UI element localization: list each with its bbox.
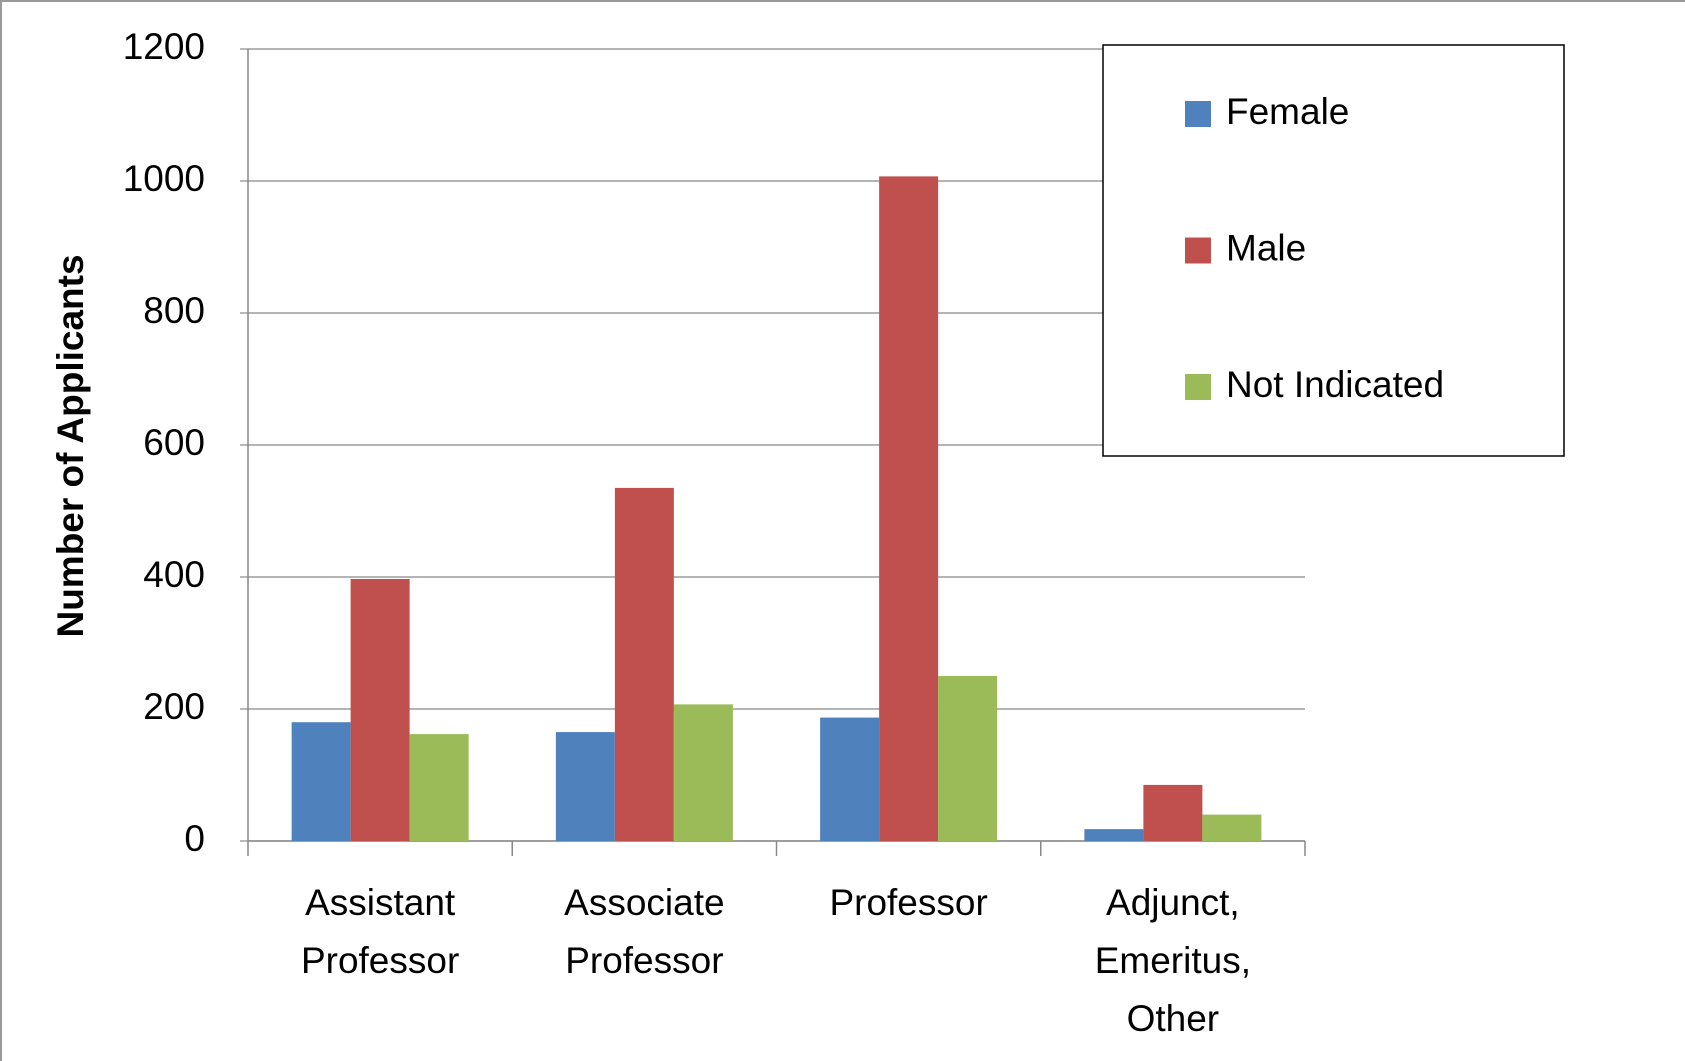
y-axis-label: Number of Applicants [50,254,91,637]
bar [614,487,674,841]
legend-label: Male [1226,227,1306,268]
x-tick-label: Professor [829,882,988,923]
legend-swatch [1185,101,1211,127]
y-tick-label: 1200 [123,26,205,67]
bar [409,734,469,841]
bar [879,176,939,841]
y-tick-label: 1000 [123,158,205,199]
bar [673,704,733,841]
bar [1202,814,1262,841]
bar [820,717,880,841]
y-tick-label: 800 [143,290,205,331]
legend-label: Female [1226,91,1349,132]
bar [938,676,998,841]
y-tick-label: 200 [143,686,205,727]
bar [291,722,351,841]
bar [1143,784,1203,841]
bar [350,578,410,841]
legend-swatch [1185,237,1211,264]
y-tick-label: 0 [184,818,205,859]
y-tick-label: 600 [143,422,205,463]
legend-box [1102,44,1565,457]
x-tick-label: Assistant Professor [300,882,460,981]
legend-label: Not Indicated [1226,364,1444,405]
legend-swatch [1185,374,1211,400]
x-tick-label: Associate Professor [564,882,725,981]
bar [555,732,615,841]
bar [1084,829,1144,841]
y-tick-label: 400 [143,554,205,595]
x-tick-label: Adjunct, Emeritus, Other [1094,882,1251,1039]
